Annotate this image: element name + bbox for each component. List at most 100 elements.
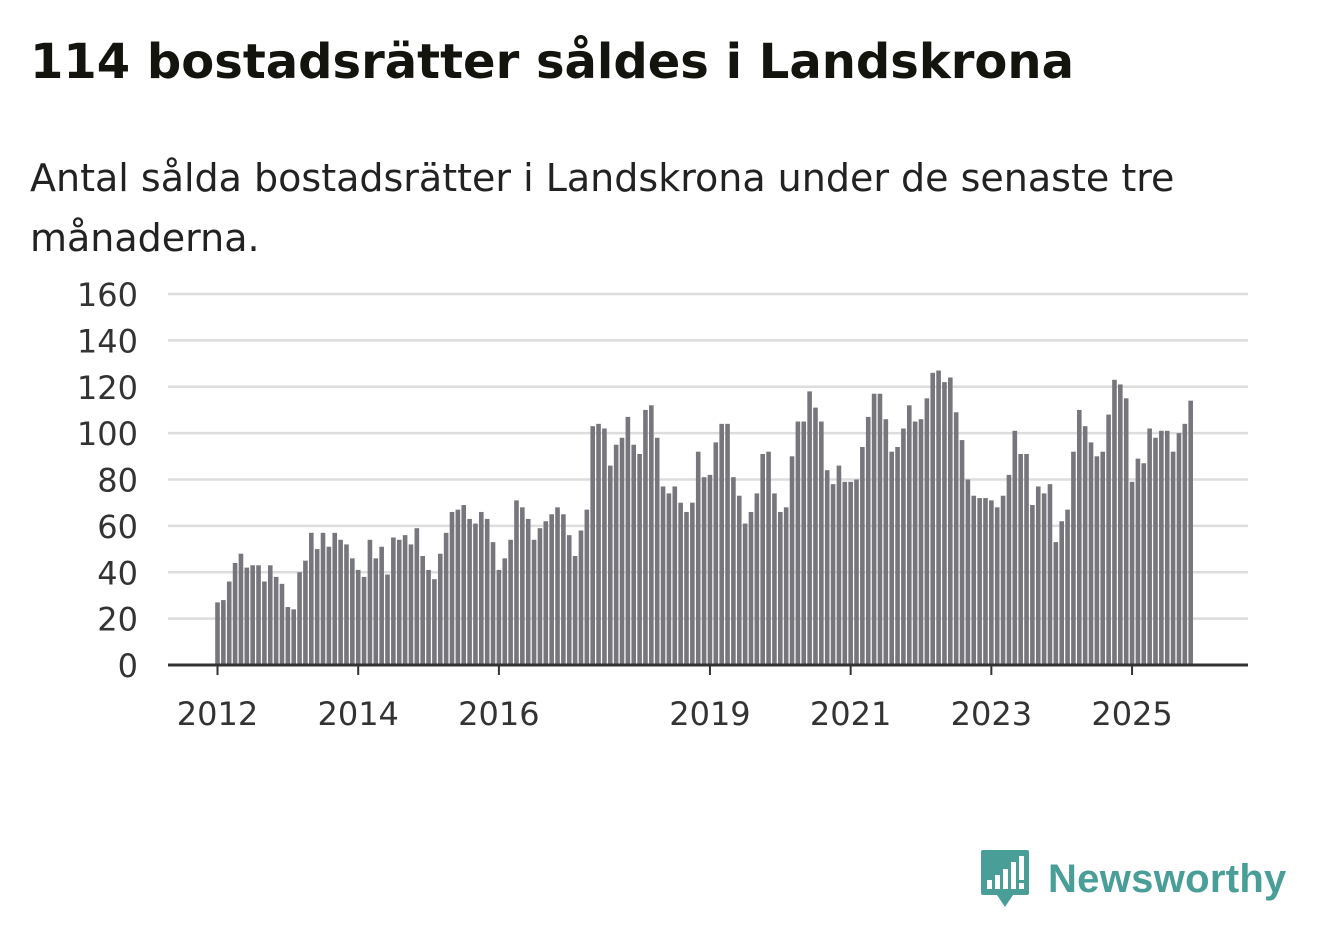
bar <box>297 572 302 665</box>
x-axis-ticks: 2012 2014 2016 2019 2021 2023 2025 <box>177 665 1173 733</box>
bar <box>262 581 267 665</box>
bar <box>267 565 273 665</box>
y-tick-label: 140 <box>77 322 138 360</box>
bar <box>1135 458 1141 665</box>
bar <box>1053 542 1059 665</box>
bar <box>713 442 719 665</box>
x-tick-label: 2025 <box>1091 695 1172 733</box>
bar <box>496 569 502 665</box>
bar <box>226 581 232 665</box>
bar <box>443 532 449 665</box>
bar <box>408 544 414 665</box>
bar <box>473 523 478 665</box>
bar <box>1182 423 1188 665</box>
bar <box>1059 521 1064 665</box>
bar <box>215 602 220 665</box>
bar <box>807 391 812 665</box>
bar <box>631 444 637 665</box>
bar <box>1065 509 1070 665</box>
bar <box>250 565 255 665</box>
x-tick-label: 2016 <box>458 695 539 733</box>
bar <box>221 600 226 665</box>
bar <box>889 451 894 665</box>
bar <box>895 447 900 665</box>
bar <box>707 474 713 665</box>
bar <box>1082 426 1088 665</box>
newsworthy-logo-icon <box>981 850 1029 907</box>
brand-logo: Newsworthy <box>980 848 1287 910</box>
y-tick-label: 0 <box>118 647 138 685</box>
bar <box>432 579 437 665</box>
bar <box>1000 495 1006 665</box>
bar <box>977 498 982 665</box>
bar <box>461 505 467 665</box>
bar <box>930 372 936 665</box>
bar <box>508 539 513 665</box>
bar <box>396 539 402 665</box>
bar <box>672 486 678 665</box>
annotations: 114 <box>1175 0 1230 7</box>
x-tick-label: 2014 <box>317 695 398 733</box>
bar <box>1030 505 1035 665</box>
bar <box>303 560 308 665</box>
bar <box>783 507 789 665</box>
bar <box>414 528 420 665</box>
bar <box>1112 379 1117 665</box>
bar <box>1159 430 1164 665</box>
bar <box>449 511 455 665</box>
bar <box>994 507 1000 665</box>
bar <box>537 528 543 665</box>
bar <box>948 377 953 665</box>
y-tick-label: 100 <box>77 415 138 453</box>
bar <box>1024 453 1029 665</box>
bar <box>742 523 748 665</box>
bar <box>936 370 941 665</box>
bar <box>437 553 443 665</box>
bar <box>514 500 519 665</box>
bar <box>344 544 349 665</box>
x-tick-label: 2021 <box>810 695 891 733</box>
bar <box>666 493 672 665</box>
bar <box>801 421 807 665</box>
bar <box>860 447 865 665</box>
x-tick-label: 2023 <box>951 695 1032 733</box>
bar <box>643 409 648 665</box>
bar <box>338 539 343 665</box>
y-tick-label: 120 <box>77 369 138 407</box>
bar <box>420 556 425 665</box>
bar <box>1071 451 1076 665</box>
bar <box>1012 430 1018 665</box>
bar <box>619 437 625 665</box>
bar <box>813 407 818 665</box>
x-tick-label: 2019 <box>669 695 750 733</box>
bar <box>1088 442 1094 665</box>
x-tick-label: 2012 <box>177 695 258 733</box>
bar <box>502 558 508 665</box>
bar <box>625 416 631 665</box>
bar <box>971 495 977 665</box>
bar <box>525 518 531 665</box>
bar <box>637 453 642 665</box>
bar <box>778 511 783 665</box>
bar <box>391 537 396 665</box>
bar <box>959 440 965 665</box>
bar <box>1147 428 1152 665</box>
bar <box>660 486 666 665</box>
bar <box>361 576 367 665</box>
bar <box>953 412 959 665</box>
data-label-latest: 114 <box>1175 0 1230 7</box>
bar <box>326 546 332 665</box>
bar <box>942 382 947 665</box>
bar <box>596 423 601 665</box>
bar <box>590 426 595 665</box>
bar <box>355 569 361 665</box>
bar <box>883 419 889 665</box>
bar <box>983 498 988 665</box>
bar <box>901 428 906 665</box>
bar <box>736 495 742 665</box>
bar <box>1170 451 1176 665</box>
bar <box>1018 453 1023 665</box>
bar <box>748 511 754 665</box>
bar <box>918 419 924 665</box>
